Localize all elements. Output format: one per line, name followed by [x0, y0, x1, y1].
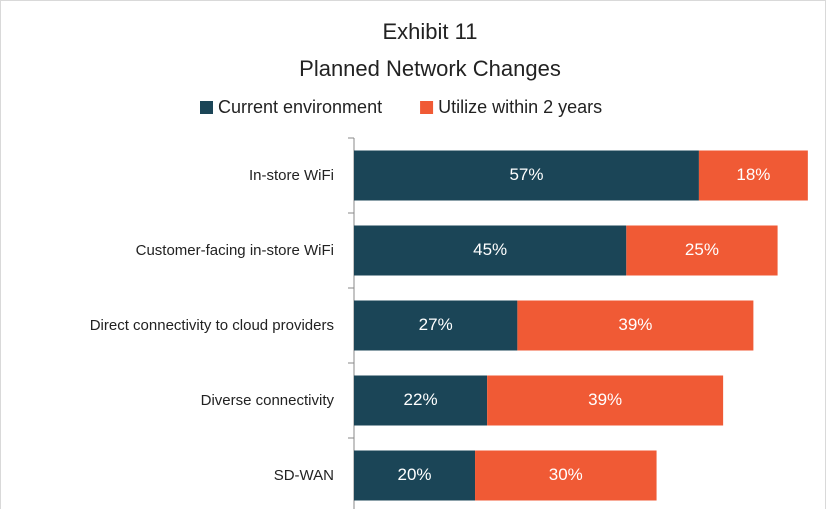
- bar-segment: [354, 450, 476, 501]
- value-label: 22%: [404, 390, 438, 409]
- legend-label: Utilize within 2 years: [438, 97, 602, 117]
- bar-segment: [487, 375, 724, 426]
- bar-segment: [517, 300, 754, 351]
- category-label: Diverse connectivity: [200, 391, 334, 409]
- legend-label: Current environment: [218, 97, 382, 117]
- bar-segment: [354, 375, 488, 426]
- value-label: 27%: [419, 315, 453, 334]
- bar-segment: [698, 150, 808, 201]
- value-label: 39%: [588, 390, 622, 409]
- value-label: 39%: [618, 315, 652, 334]
- category-label: In-store WiFi: [248, 166, 334, 184]
- value-label: 57%: [509, 165, 543, 184]
- bar-segment: [475, 450, 657, 501]
- value-label: 20%: [397, 465, 431, 484]
- value-label: 25%: [685, 240, 719, 259]
- value-label: 30%: [549, 465, 583, 484]
- bar-segment: [354, 225, 627, 276]
- bar-segment: [626, 225, 778, 276]
- legend-swatch: [200, 101, 213, 114]
- legend-swatch: [420, 101, 434, 114]
- chart-subtitle: Planned Network Changes: [299, 56, 561, 81]
- category-label: Customer-facing in-store WiFi: [135, 241, 334, 259]
- bar-segment: [354, 150, 699, 201]
- value-label: 45%: [473, 240, 507, 259]
- bar-segment: [354, 300, 518, 351]
- value-label: 18%: [736, 165, 770, 184]
- category-label: Direct connectivity to cloud providers: [89, 316, 334, 334]
- category-label: SD-WAN: [273, 466, 334, 484]
- chart-title: Exhibit 11: [383, 19, 478, 44]
